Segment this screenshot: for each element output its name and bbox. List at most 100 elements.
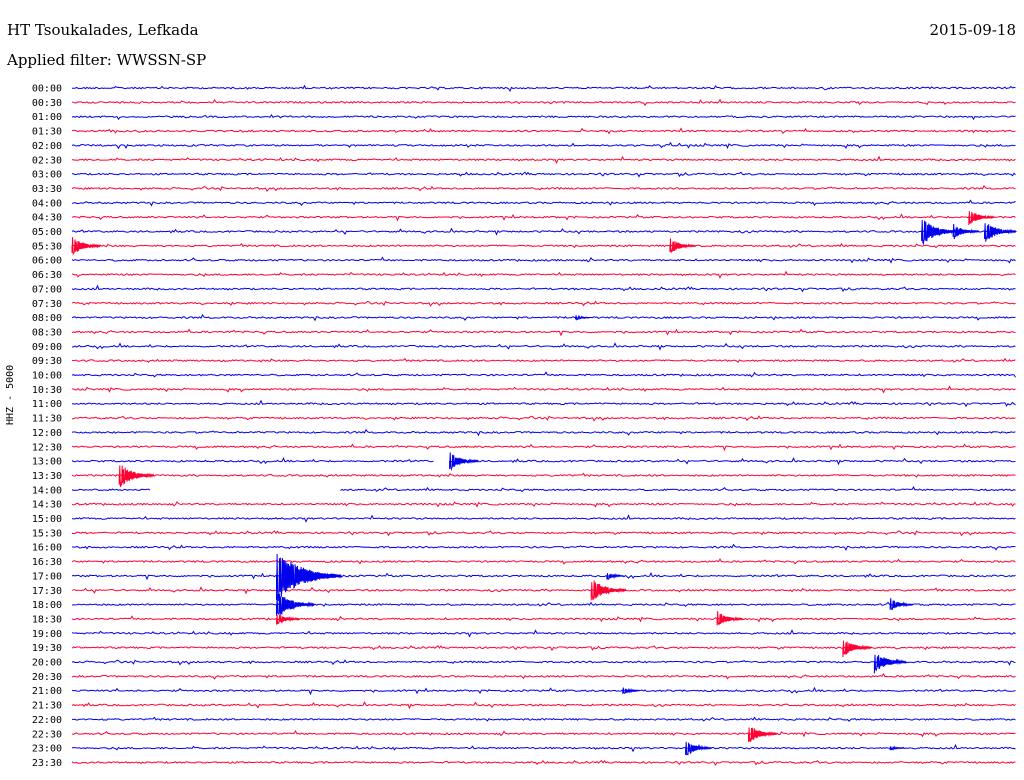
trace-line bbox=[71, 571, 1016, 581]
event-burst bbox=[669, 238, 697, 253]
trace-line bbox=[71, 213, 1016, 222]
trace-line bbox=[71, 199, 1016, 207]
trace-line bbox=[71, 357, 1016, 363]
trace-line bbox=[71, 415, 1016, 422]
row-time-label: 18:30 bbox=[32, 614, 62, 625]
trace-line bbox=[71, 701, 1016, 710]
row-time-label: 07:00 bbox=[32, 284, 62, 295]
row-time-label: 22:00 bbox=[32, 715, 62, 726]
row-time-label: 02:30 bbox=[32, 155, 62, 166]
event-burst bbox=[984, 223, 1017, 242]
event-burst bbox=[921, 220, 960, 246]
date-label: 2015-09-18 bbox=[929, 21, 1016, 39]
trace-line bbox=[71, 500, 1016, 508]
trace-line bbox=[71, 672, 1016, 680]
trace-line bbox=[71, 658, 1016, 666]
row-time-label: 01:00 bbox=[32, 112, 62, 123]
row-time-label: 06:00 bbox=[32, 256, 62, 267]
trace-line bbox=[71, 601, 1016, 608]
event-burst bbox=[889, 745, 905, 751]
event-burst bbox=[276, 593, 315, 616]
event-burst bbox=[590, 580, 627, 601]
trace-line bbox=[71, 716, 1016, 722]
trace-line bbox=[71, 141, 1016, 150]
event-burst bbox=[276, 614, 300, 625]
event-burst bbox=[622, 687, 640, 695]
row-time-label: 21:30 bbox=[32, 701, 62, 712]
row-time-label: 05:30 bbox=[32, 241, 62, 252]
event-burst bbox=[575, 314, 590, 321]
trace-line bbox=[71, 486, 1016, 493]
event-burst bbox=[842, 640, 873, 658]
row-time-label: 23:30 bbox=[32, 758, 62, 769]
row-time-label: 08:00 bbox=[32, 313, 62, 324]
trace-line bbox=[71, 759, 1016, 766]
event-burst bbox=[71, 237, 102, 256]
trace-line bbox=[71, 113, 1016, 121]
trace-line bbox=[71, 184, 1016, 192]
row-time-label: 06:30 bbox=[32, 270, 62, 281]
trace-line bbox=[71, 300, 1016, 307]
trace-line bbox=[71, 399, 1016, 408]
station-title: HT Tsoukalades, Lefkada bbox=[7, 21, 199, 39]
event-burst bbox=[606, 573, 624, 581]
trace-line bbox=[71, 586, 1016, 595]
trace-line bbox=[71, 530, 1016, 537]
trace-line bbox=[71, 385, 1016, 394]
row-time-label: 15:30 bbox=[32, 528, 62, 539]
row-time-label: 02:00 bbox=[32, 141, 62, 152]
trace-line bbox=[71, 84, 1016, 93]
row-time-label: 03:30 bbox=[32, 184, 62, 195]
row-time-label: 22:30 bbox=[32, 729, 62, 740]
trace-line bbox=[71, 743, 1016, 753]
trace-line bbox=[71, 270, 1016, 279]
row-time-label: 09:00 bbox=[32, 342, 62, 353]
trace-line bbox=[71, 428, 1016, 437]
trace-line bbox=[71, 645, 1016, 652]
event-burst bbox=[748, 727, 778, 742]
row-time-label: 15:00 bbox=[32, 514, 62, 525]
trace-line bbox=[71, 98, 1016, 107]
row-time-label: 11:00 bbox=[32, 399, 62, 410]
event-burst bbox=[716, 611, 744, 626]
trace-line bbox=[71, 558, 1016, 565]
trace-line bbox=[71, 227, 1016, 236]
trace-line bbox=[71, 284, 1016, 293]
row-time-label: 20:00 bbox=[32, 658, 62, 669]
event-burst bbox=[968, 211, 996, 226]
trace-line bbox=[71, 328, 1016, 337]
y-axis-label: HHZ - 5000 bbox=[5, 364, 16, 425]
row-time-label: 03:00 bbox=[32, 170, 62, 181]
row-time-label: 04:30 bbox=[32, 213, 62, 224]
trace-line bbox=[71, 629, 1016, 638]
trace-line bbox=[71, 155, 1016, 165]
event-burst bbox=[449, 452, 479, 471]
trace-line bbox=[71, 686, 1016, 696]
row-time-label: 12:00 bbox=[32, 428, 62, 439]
row-time-label: 00:00 bbox=[32, 84, 62, 95]
row-time-label: 01:30 bbox=[32, 127, 62, 138]
trace-line bbox=[71, 472, 1016, 478]
row-time-label: 19:30 bbox=[32, 643, 62, 654]
trace-line bbox=[71, 514, 1016, 523]
row-time-label: 08:30 bbox=[32, 327, 62, 338]
event-burst bbox=[685, 741, 712, 756]
row-time-label: 00:30 bbox=[32, 98, 62, 109]
row-time-label: 13:00 bbox=[32, 457, 62, 468]
row-time-label: 14:00 bbox=[32, 485, 62, 496]
event-burst bbox=[118, 465, 155, 488]
trace-line bbox=[71, 342, 1016, 351]
row-time-label: 04:00 bbox=[32, 198, 62, 209]
row-time-label: 17:30 bbox=[32, 586, 62, 597]
trace-line bbox=[71, 171, 1016, 178]
row-time-label: 17:00 bbox=[32, 571, 62, 582]
trace-line bbox=[71, 314, 1016, 322]
trace-line bbox=[71, 615, 1016, 623]
row-time-label: 10:30 bbox=[32, 385, 62, 396]
event-burst bbox=[889, 598, 914, 611]
row-time-label: 21:00 bbox=[32, 686, 62, 697]
row-time-label: 13:30 bbox=[32, 471, 62, 482]
trace-line bbox=[71, 443, 1016, 452]
trace-line bbox=[71, 457, 1016, 466]
